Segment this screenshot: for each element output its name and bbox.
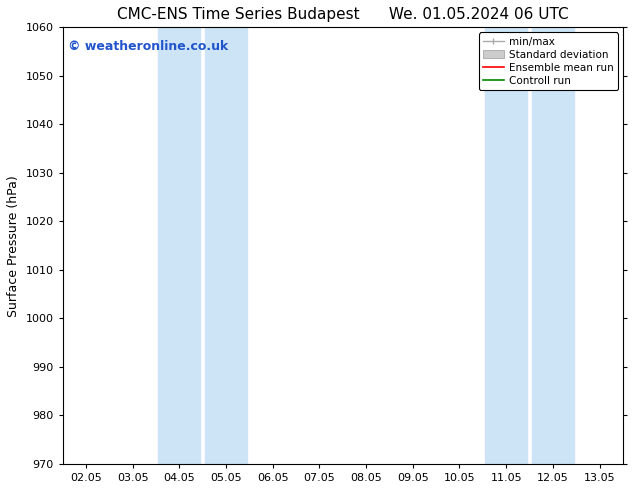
Title: CMC-ENS Time Series Budapest      We. 01.05.2024 06 UTC: CMC-ENS Time Series Budapest We. 01.05.2… [117, 7, 569, 22]
Bar [158, 27, 200, 464]
Legend: min/max, Standard deviation, Ensemble mean run, Controll run: min/max, Standard deviation, Ensemble me… [479, 32, 618, 90]
Y-axis label: Surface Pressure (hPa): Surface Pressure (hPa) [7, 175, 20, 317]
Text: © weatheronline.co.uk: © weatheronline.co.uk [68, 40, 228, 53]
Bar [205, 27, 247, 464]
Bar [485, 27, 527, 464]
Bar [532, 27, 574, 464]
